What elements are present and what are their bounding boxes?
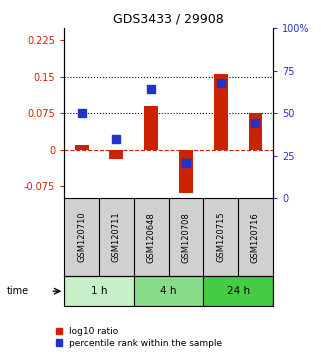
Bar <box>248 113 262 150</box>
Text: 24 h: 24 h <box>227 286 250 296</box>
Bar <box>109 150 123 159</box>
Title: GDS3433 / 29908: GDS3433 / 29908 <box>113 13 224 26</box>
Point <box>218 80 223 86</box>
Text: GSM120711: GSM120711 <box>112 212 121 263</box>
Text: GSM120708: GSM120708 <box>181 212 190 263</box>
Text: GSM120710: GSM120710 <box>77 212 86 263</box>
Text: GSM120648: GSM120648 <box>147 212 156 263</box>
Text: 4 h: 4 h <box>160 286 177 296</box>
Text: time: time <box>6 286 29 296</box>
Point <box>183 160 188 165</box>
Bar <box>214 74 228 150</box>
Legend: log10 ratio, percentile rank within the sample: log10 ratio, percentile rank within the … <box>56 327 222 348</box>
Text: 1 h: 1 h <box>91 286 107 296</box>
Point <box>114 136 119 142</box>
Bar <box>144 106 158 150</box>
Bar <box>74 145 89 150</box>
Bar <box>203 276 273 306</box>
Text: GSM120715: GSM120715 <box>216 212 225 263</box>
Point <box>253 121 258 126</box>
Bar <box>134 276 203 306</box>
Point <box>79 110 84 116</box>
Bar <box>64 276 134 306</box>
Point <box>149 87 154 92</box>
Bar <box>179 150 193 193</box>
Text: GSM120716: GSM120716 <box>251 212 260 263</box>
